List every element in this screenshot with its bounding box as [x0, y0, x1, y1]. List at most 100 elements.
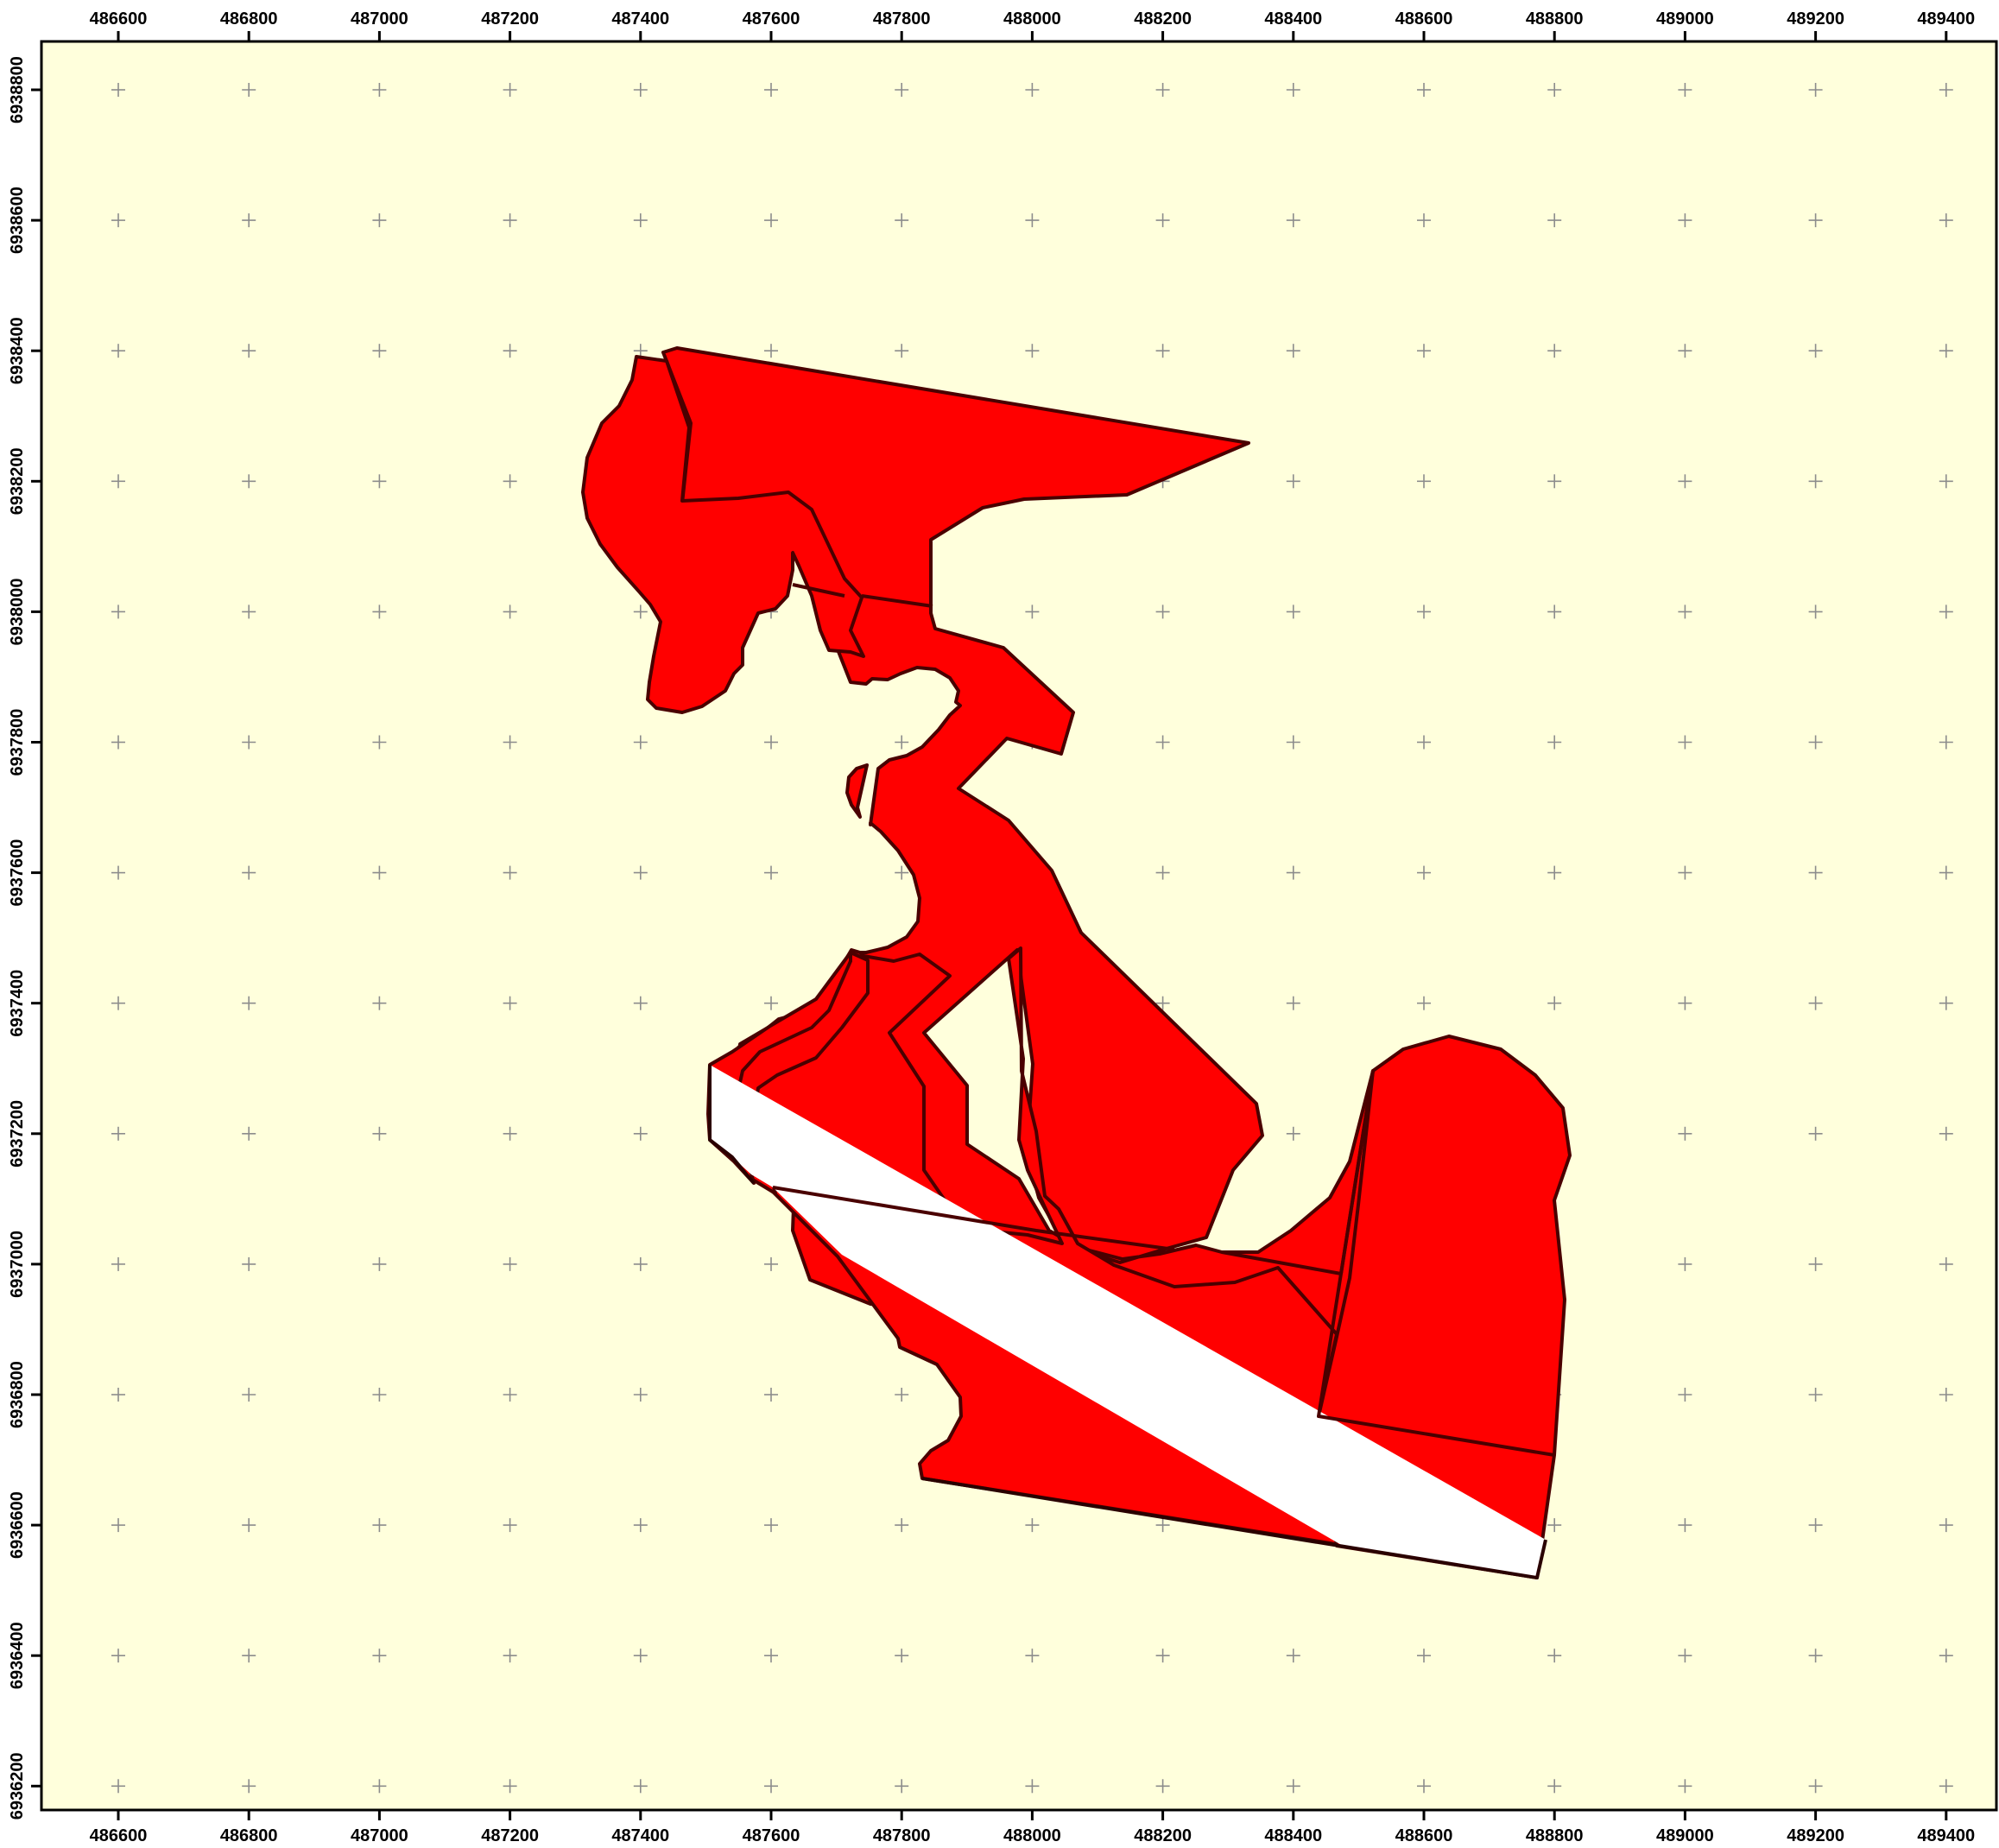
x-tick-label-bottom: 487000 — [351, 1826, 408, 1845]
grid-cross-marker — [242, 1388, 256, 1402]
grid-cross-marker — [1678, 604, 1692, 619]
grid-cross-marker — [111, 83, 125, 97]
grid-cross-marker — [1155, 1649, 1170, 1663]
grid-cross-marker — [503, 344, 517, 358]
grid-cross-marker — [503, 1256, 517, 1271]
grid-cross-marker — [764, 865, 778, 880]
y-tick-label: 6936800 — [8, 1361, 27, 1428]
x-tick-label-top: 487200 — [481, 9, 539, 28]
grid-cross-marker — [1939, 83, 1953, 97]
grid-cross-marker — [1025, 1518, 1040, 1533]
grid-cross-marker — [1678, 1779, 1692, 1794]
grid-cross-marker — [242, 865, 256, 880]
grid-cross-marker — [372, 1256, 387, 1271]
grid-cross-marker — [895, 1388, 909, 1402]
y-tick-label: 6937800 — [8, 709, 27, 776]
grid-cross-marker — [1678, 1518, 1692, 1533]
grid-cross-marker — [111, 1779, 125, 1794]
grid-cross-marker — [895, 1518, 909, 1533]
grid-cross-marker — [1155, 865, 1170, 880]
parcel-boundary-inner — [1339, 1070, 1375, 1275]
grid-cross-marker — [1678, 1649, 1692, 1663]
grid-cross-marker — [1678, 1388, 1692, 1402]
parcel-boundary-inner — [792, 583, 845, 598]
grid-cross-marker — [1025, 1649, 1040, 1663]
grid-cross-marker — [1808, 996, 1823, 1010]
grid-cross-marker — [1417, 344, 1431, 358]
y-tick-label: 6937400 — [8, 970, 27, 1037]
grid-cross-marker — [1025, 213, 1040, 228]
grid-cross-marker — [1155, 83, 1170, 97]
grid-cross-marker — [503, 1388, 517, 1402]
grid-cross-marker — [1155, 1779, 1170, 1794]
grid-cross-marker — [1155, 996, 1170, 1010]
x-tick-label-top: 486600 — [90, 9, 148, 28]
x-tick-label-bottom: 488400 — [1264, 1826, 1322, 1845]
grid-cross-marker — [242, 1126, 256, 1141]
grid-cross-marker — [1678, 344, 1692, 358]
grid-cross-marker — [1417, 1779, 1431, 1794]
grid-cross-marker — [1939, 1388, 1953, 1402]
grid-cross-marker — [372, 1518, 387, 1533]
axis-ticks — [31, 31, 1948, 1820]
grid-cross-marker — [1808, 1126, 1823, 1141]
grid-cross-marker — [1678, 865, 1692, 880]
grid-cross-marker — [1939, 604, 1953, 619]
grid-cross-marker — [1155, 213, 1170, 228]
grid-cross-marker — [1155, 604, 1170, 619]
y-axis-labels: 6938800 6938600 6938400 6938200 6938000 69378… — [8, 56, 27, 1820]
x-tick-label-bottom: 486800 — [220, 1826, 278, 1845]
grid-cross-marker — [503, 1779, 517, 1794]
grid-cross-marker — [1547, 344, 1562, 358]
grid-cross-marker — [1547, 474, 1562, 489]
grid-cross-marker — [242, 735, 256, 750]
grid-cross-marker — [503, 604, 517, 619]
y-tick-label: 6938800 — [8, 56, 27, 123]
grid-cross-marker — [503, 735, 517, 750]
grid-cross-marker — [1286, 1126, 1300, 1141]
grid-cross-marker — [1808, 83, 1823, 97]
grid-cross-marker — [1939, 735, 1953, 750]
grid-cross-marker — [1678, 213, 1692, 228]
grid-cross-marker — [1286, 83, 1300, 97]
grid-cross-marker — [111, 1649, 125, 1663]
grid-cross-marker — [111, 865, 125, 880]
grid-cross-marker — [1286, 213, 1300, 228]
grid-cross-marker — [764, 1388, 778, 1402]
x-tick-label-top: 488400 — [1264, 9, 1322, 28]
grid-cross-marker — [1939, 474, 1953, 489]
x-tick-label-bottom: 488600 — [1395, 1826, 1453, 1845]
grid-cross-marker — [764, 1518, 778, 1533]
grid-cross-marker — [111, 344, 125, 358]
grid-cross-marker — [1286, 474, 1300, 489]
y-tick-label: 6937000 — [8, 1231, 27, 1298]
x-tick-label-top: 488600 — [1395, 9, 1453, 28]
grid-cross-marker — [1286, 604, 1300, 619]
parcel-outline-south — [921, 1477, 1547, 1579]
grid-cross-marker — [111, 1126, 125, 1141]
grid-cross-marker — [1025, 1779, 1040, 1794]
grid-cross-marker — [895, 344, 909, 358]
x-tick-label-bottom: 489000 — [1656, 1826, 1714, 1845]
grid-cross-marker — [372, 1649, 387, 1663]
x-tick-label-bottom: 487600 — [743, 1826, 800, 1845]
grid-cross-marker — [764, 1779, 778, 1794]
grid-cross-marker — [1547, 213, 1562, 228]
grid-cross-marker — [633, 996, 648, 1010]
y-tick-label: 6937600 — [8, 839, 27, 907]
grid-cross-marker — [1417, 474, 1431, 489]
grid-cross-marker — [764, 344, 778, 358]
grid-cross-marker — [764, 213, 778, 228]
grid-cross-marker — [111, 1388, 125, 1402]
grid-cross-marker — [1286, 1779, 1300, 1794]
grid-cross-marker — [1286, 1649, 1300, 1663]
grid-cross-marker — [503, 83, 517, 97]
y-tick-label: 6936600 — [8, 1491, 27, 1559]
grid-cross-marker — [1678, 83, 1692, 97]
grid-cross-marker — [1678, 996, 1692, 1010]
grid-cross-marker — [503, 213, 517, 228]
grid-cross-marker — [1939, 1779, 1953, 1794]
grid-cross-marker — [895, 213, 909, 228]
grid-cross-marker — [1547, 735, 1562, 750]
grid-cross-marker — [372, 1388, 387, 1402]
